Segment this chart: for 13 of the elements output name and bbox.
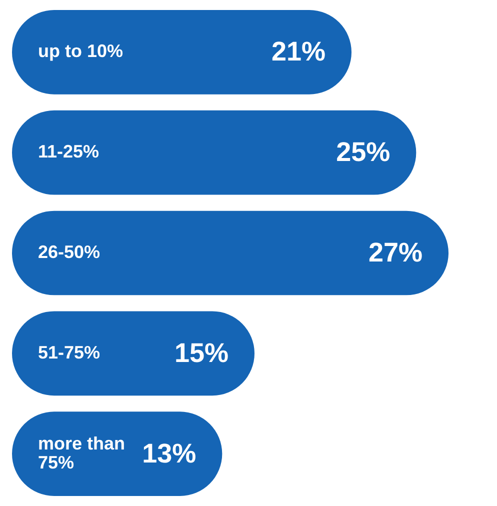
y-tick-label: 26-50% [38, 242, 100, 262]
bar [12, 210, 448, 296]
y-tick-label: up to 10% [38, 41, 124, 62]
bar [12, 110, 416, 195]
data-label: 21% [271, 36, 326, 67]
bar [12, 10, 352, 94]
data-label: 13% [142, 438, 196, 468]
y-tick-label: 11-25% [38, 142, 100, 162]
y-tick-label: 51-75% [38, 342, 100, 362]
data-label: 15% [174, 338, 228, 368]
y-tick-label: more than 75% [38, 433, 126, 472]
data-label: 25% [336, 137, 390, 168]
data-label: 27% [368, 237, 422, 268]
